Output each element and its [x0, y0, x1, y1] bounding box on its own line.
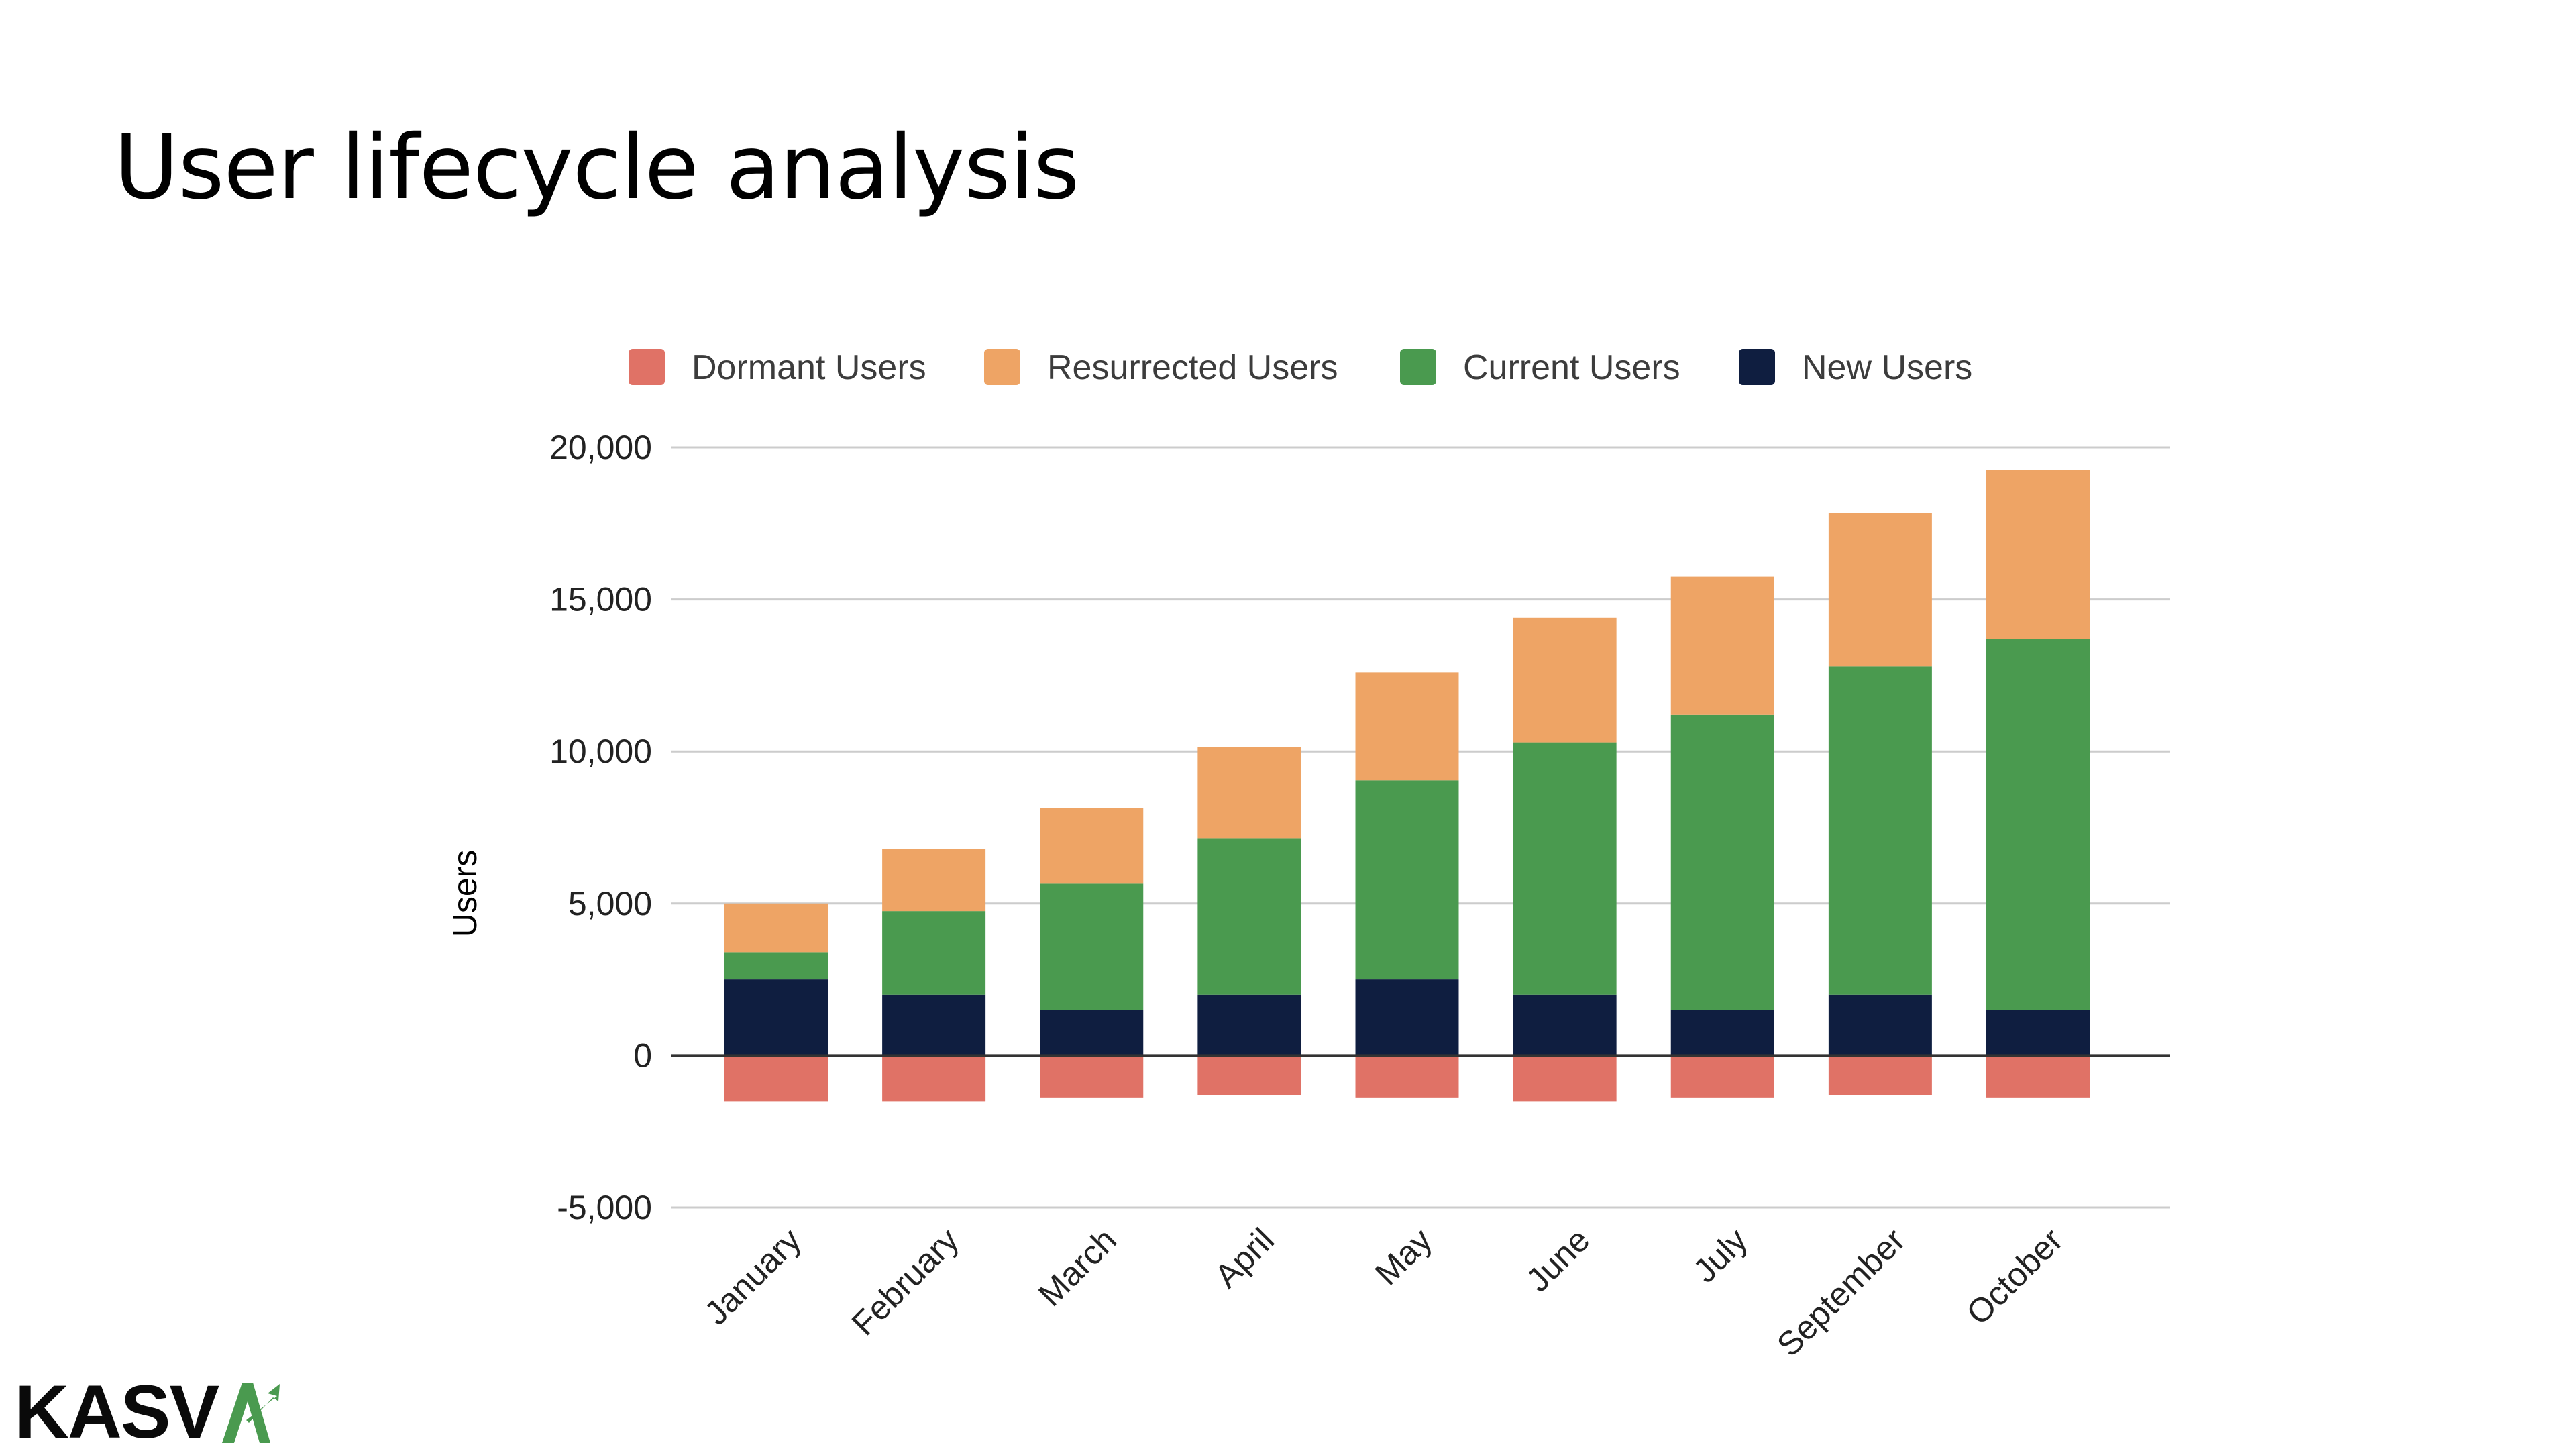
y-axis-ticks: -5,000 0 5,000 10,000 15,000 20,000 — [549, 429, 652, 1226]
x-tick-may: May — [1368, 1221, 1439, 1292]
x-tick-september: September — [1770, 1221, 1913, 1364]
legend-label-new-users: New Users — [1802, 348, 1972, 387]
bar-january-resurrected-users — [724, 903, 828, 953]
bar-april-dormant-users — [1197, 1055, 1301, 1095]
bar-march-new-users — [1040, 1010, 1144, 1056]
bar-october-resurrected-users — [1986, 470, 2090, 639]
bar-may-new-users — [1355, 979, 1459, 1056]
bar-january-dormant-users — [724, 1055, 828, 1102]
y-tick-0: 0 — [633, 1036, 652, 1074]
legend-swatch-current-users — [1400, 349, 1436, 385]
bar-july-resurrected-users — [1670, 576, 1774, 715]
x-tick-march: March — [1031, 1221, 1124, 1313]
legend-item-dormant-users: Dormant Users — [629, 348, 926, 387]
x-tick-february: February — [845, 1221, 966, 1342]
legend-item-current-users: Current Users — [1400, 348, 1680, 387]
legend-swatch-dormant-users — [629, 349, 665, 385]
bar-february-new-users — [882, 994, 986, 1056]
x-tick-january: January — [697, 1221, 808, 1332]
bar-september-dormant-users — [1828, 1055, 1932, 1095]
bar-february-resurrected-users — [882, 849, 986, 912]
bar-january-current-users — [724, 952, 828, 980]
y-tick-5-000: 5,000 — [568, 885, 652, 922]
y-axis-title: Users — [446, 850, 484, 938]
bar-may-dormant-users — [1355, 1055, 1459, 1098]
bar-april-new-users — [1197, 994, 1301, 1056]
bar-march-dormant-users — [1040, 1055, 1144, 1098]
legend-label-resurrected-users: Resurrected Users — [1047, 348, 1338, 387]
bar-july-dormant-users — [1670, 1055, 1774, 1098]
legend-swatch-resurrected-users — [984, 349, 1020, 385]
bar-february-dormant-users — [882, 1055, 986, 1102]
legend-item-resurrected-users: Resurrected Users — [984, 348, 1338, 387]
legend-item-new-users: New Users — [1739, 348, 1972, 387]
x-tick-october: October — [1959, 1221, 2070, 1332]
bar-june-new-users — [1513, 994, 1617, 1056]
x-tick-june: June — [1519, 1221, 1597, 1299]
bars — [724, 470, 2090, 1102]
bar-july-new-users — [1670, 1010, 1774, 1056]
x-tick-april: April — [1208, 1221, 1281, 1295]
bar-april-current-users — [1197, 838, 1301, 995]
legend: Dormant Users Resurrected Users Current Us… — [629, 348, 1972, 387]
y-tick-5-000: -5,000 — [557, 1189, 652, 1226]
logo-text: KASV — [15, 1370, 219, 1449]
legend-label-dormant-users: Dormant Users — [692, 348, 926, 387]
bar-march-resurrected-users — [1040, 808, 1144, 884]
bar-july-current-users — [1670, 714, 1774, 1010]
bar-january-new-users — [724, 979, 828, 1056]
bar-april-resurrected-users — [1197, 747, 1301, 839]
bar-february-current-users — [882, 911, 986, 995]
y-tick-15-000: 15,000 — [549, 581, 652, 619]
bar-september-new-users — [1828, 994, 1932, 1056]
arrow-a-logo-mark-icon — [222, 1383, 280, 1443]
bar-may-resurrected-users — [1355, 672, 1459, 781]
y-tick-20-000: 20,000 — [549, 429, 652, 466]
bar-june-resurrected-users — [1513, 617, 1617, 743]
legend-swatch-new-users — [1739, 349, 1775, 385]
bar-june-current-users — [1513, 742, 1617, 995]
bar-october-current-users — [1986, 639, 2090, 1010]
slide-title: User lifecycle analysis — [114, 116, 1079, 219]
kasva-logo: KASV — [15, 1375, 281, 1449]
bar-october-dormant-users — [1986, 1055, 2090, 1098]
bar-october-new-users — [1986, 1010, 2090, 1056]
bar-may-current-users — [1355, 780, 1459, 980]
bar-september-current-users — [1828, 666, 1932, 995]
y-tick-10-000: 10,000 — [549, 733, 652, 770]
bar-september-resurrected-users — [1828, 513, 1932, 667]
x-axis-ticks: January February March April May June July Sept… — [697, 1221, 2070, 1364]
legend-label-current-users: Current Users — [1463, 348, 1680, 387]
bar-june-dormant-users — [1513, 1055, 1617, 1102]
bar-march-current-users — [1040, 883, 1144, 1010]
x-tick-july: July — [1686, 1221, 1754, 1289]
